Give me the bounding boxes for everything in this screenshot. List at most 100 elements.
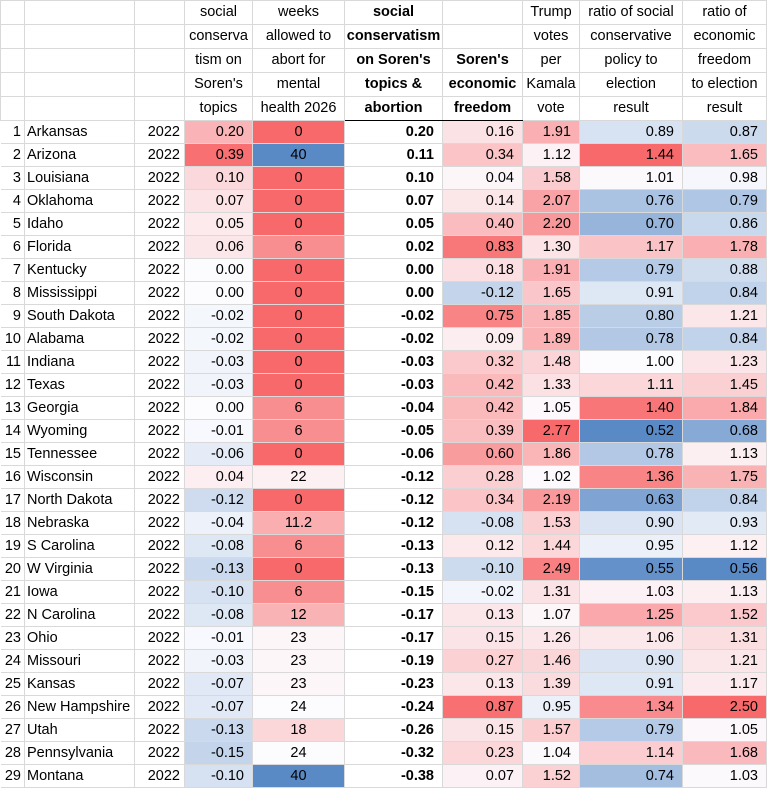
ratio-economic-cell[interactable]: 1.13 [682,442,767,466]
combined-score-cell[interactable]: -0.03 [344,373,443,397]
header-ratio-economic-4[interactable]: to election [682,72,767,97]
cell[interactable] [0,24,25,49]
row-number[interactable]: 15 [0,442,25,466]
year-cell[interactable]: 2022 [134,189,185,213]
header-economic-freedom-3[interactable]: freedom [442,96,523,121]
year-cell[interactable]: 2022 [134,465,185,489]
state-cell[interactable]: Montana [24,764,135,788]
social-conservatism-cell[interactable]: -0.07 [184,695,253,719]
social-conservatism-cell[interactable]: -0.07 [184,672,253,696]
ratio-social-cell[interactable]: 0.95 [579,534,683,558]
weeks-allowed-cell[interactable]: 0 [252,373,345,397]
social-conservatism-cell[interactable]: -0.13 [184,718,253,742]
trump-votes-cell[interactable]: 1.44 [522,534,580,558]
ratio-economic-cell[interactable]: 0.84 [682,281,767,305]
cell[interactable] [24,48,135,73]
row-number[interactable]: 3 [0,166,25,190]
state-cell[interactable]: W Virginia [24,557,135,581]
economic-freedom-cell[interactable]: -0.02 [442,580,523,604]
economic-freedom-cell[interactable]: 0.27 [442,649,523,673]
social-conservatism-cell[interactable]: -0.03 [184,373,253,397]
combined-score-cell[interactable]: -0.12 [344,465,443,489]
combined-score-cell[interactable]: -0.38 [344,764,443,788]
weeks-allowed-cell[interactable]: 23 [252,649,345,673]
ratio-social-cell[interactable]: 0.70 [579,212,683,236]
trump-votes-cell[interactable]: 1.57 [522,718,580,742]
weeks-allowed-cell[interactable]: 0 [252,350,345,374]
ratio-social-cell[interactable]: 0.55 [579,557,683,581]
combined-score-cell[interactable]: -0.02 [344,327,443,351]
row-number[interactable]: 26 [0,695,25,719]
year-cell[interactable]: 2022 [134,764,185,788]
ratio-economic-cell[interactable]: 0.79 [682,189,767,213]
trump-votes-cell[interactable]: 2.20 [522,212,580,236]
cell[interactable] [24,96,135,121]
combined-score-cell[interactable]: -0.13 [344,534,443,558]
ratio-social-cell[interactable]: 1.00 [579,350,683,374]
header-social-conservatism-2[interactable]: conserva [184,24,253,49]
social-conservatism-cell[interactable]: -0.08 [184,534,253,558]
economic-freedom-cell[interactable]: 0.34 [442,143,523,167]
ratio-social-cell[interactable]: 0.76 [579,189,683,213]
year-cell[interactable]: 2022 [134,281,185,305]
weeks-allowed-cell[interactable]: 0 [252,212,345,236]
trump-votes-cell[interactable]: 2.07 [522,189,580,213]
row-number[interactable]: 2 [0,143,25,167]
state-cell[interactable]: Ohio [24,626,135,650]
social-conservatism-cell[interactable]: -0.01 [184,626,253,650]
row-number[interactable]: 9 [0,304,25,328]
ratio-social-cell[interactable]: 1.11 [579,373,683,397]
header-economic-freedom-blank[interactable] [442,24,523,49]
header-ratio-social-3[interactable]: policy to [579,48,683,73]
ratio-social-cell[interactable]: 0.52 [579,419,683,443]
ratio-social-cell[interactable]: 1.14 [579,741,683,765]
combined-score-cell[interactable]: 0.11 [344,143,443,167]
state-cell[interactable]: Arizona [24,143,135,167]
trump-votes-cell[interactable]: 1.53 [522,511,580,535]
combined-score-cell[interactable]: -0.24 [344,695,443,719]
row-number[interactable]: 16 [0,465,25,489]
social-conservatism-cell[interactable]: -0.08 [184,603,253,627]
row-number[interactable]: 24 [0,649,25,673]
ratio-social-cell[interactable]: 1.40 [579,396,683,420]
trump-votes-cell[interactable]: 1.86 [522,442,580,466]
weeks-allowed-cell[interactable]: 40 [252,764,345,788]
combined-score-cell[interactable]: 0.05 [344,212,443,236]
row-number[interactable]: 21 [0,580,25,604]
cell[interactable] [134,0,185,25]
trump-votes-cell[interactable]: 1.04 [522,741,580,765]
economic-freedom-cell[interactable]: 0.34 [442,488,523,512]
year-cell[interactable]: 2022 [134,143,185,167]
social-conservatism-cell[interactable]: -0.10 [184,764,253,788]
ratio-social-cell[interactable]: 1.36 [579,465,683,489]
combined-score-cell[interactable]: -0.19 [344,649,443,673]
header-trump-votes-1[interactable]: Trump [522,0,580,25]
header-trump-votes-4[interactable]: Kamala [522,72,580,97]
trump-votes-cell[interactable]: 1.31 [522,580,580,604]
economic-freedom-cell[interactable]: 0.14 [442,189,523,213]
combined-score-cell[interactable]: -0.12 [344,511,443,535]
ratio-economic-cell[interactable]: 1.03 [682,764,767,788]
trump-votes-cell[interactable]: 1.33 [522,373,580,397]
row-number[interactable]: 11 [0,350,25,374]
weeks-allowed-cell[interactable]: 0 [252,442,345,466]
social-conservatism-cell[interactable]: 0.06 [184,235,253,259]
trump-votes-cell[interactable]: 1.85 [522,304,580,328]
state-cell[interactable]: Iowa [24,580,135,604]
weeks-allowed-cell[interactable]: 12 [252,603,345,627]
header-ratio-social-5[interactable]: result [579,96,683,121]
social-conservatism-cell[interactable]: 0.07 [184,189,253,213]
ratio-economic-cell[interactable]: 1.78 [682,235,767,259]
cell[interactable] [0,0,25,25]
social-conservatism-cell[interactable]: -0.04 [184,511,253,535]
state-cell[interactable]: Utah [24,718,135,742]
economic-freedom-cell[interactable]: 0.60 [442,442,523,466]
economic-freedom-cell[interactable]: 0.12 [442,534,523,558]
ratio-economic-cell[interactable]: 0.84 [682,488,767,512]
ratio-economic-cell[interactable]: 0.87 [682,120,767,144]
header-weeks-allowed-1[interactable]: weeks [252,0,345,25]
weeks-allowed-cell[interactable]: 6 [252,580,345,604]
row-number[interactable]: 23 [0,626,25,650]
cell[interactable] [24,0,135,25]
weeks-allowed-cell[interactable]: 24 [252,741,345,765]
